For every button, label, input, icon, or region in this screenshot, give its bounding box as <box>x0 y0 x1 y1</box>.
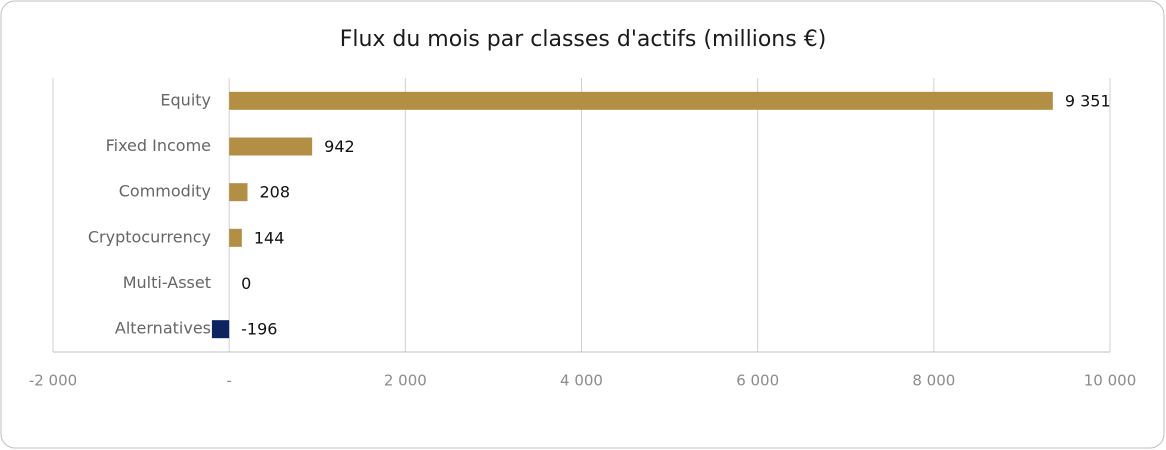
bar <box>229 91 1053 110</box>
data-label: 144 <box>254 228 285 247</box>
y-tick-label: Fixed Income <box>106 136 211 155</box>
x-tick-label: 4 000 <box>560 372 603 390</box>
y-tick-label: Cryptocurrency <box>88 227 211 246</box>
data-label: 0 <box>241 274 251 293</box>
bar <box>229 228 242 247</box>
bar <box>229 137 313 156</box>
y-tick-label: Alternatives <box>115 319 211 338</box>
y-tick-label: Multi-Asset <box>123 273 211 292</box>
y-tick-label: Commodity <box>119 182 211 201</box>
y-tick-label: Equity <box>160 90 211 109</box>
data-label: 942 <box>324 137 355 156</box>
x-tick-label: -2 000 <box>29 372 77 390</box>
x-tick-label: 6 000 <box>736 372 779 390</box>
x-tick-label: 8 000 <box>912 372 955 390</box>
chart-title: Flux du mois par classes d'actifs (milli… <box>340 27 827 52</box>
data-label: 9 351 <box>1065 91 1111 110</box>
data-label: 208 <box>259 183 290 202</box>
x-tick-label: - <box>226 372 231 390</box>
x-tick-label: 2 000 <box>384 372 427 390</box>
x-tick-label: 10 000 <box>1084 372 1137 390</box>
data-label: -196 <box>241 320 277 339</box>
bar <box>211 320 230 339</box>
bar <box>229 183 248 202</box>
